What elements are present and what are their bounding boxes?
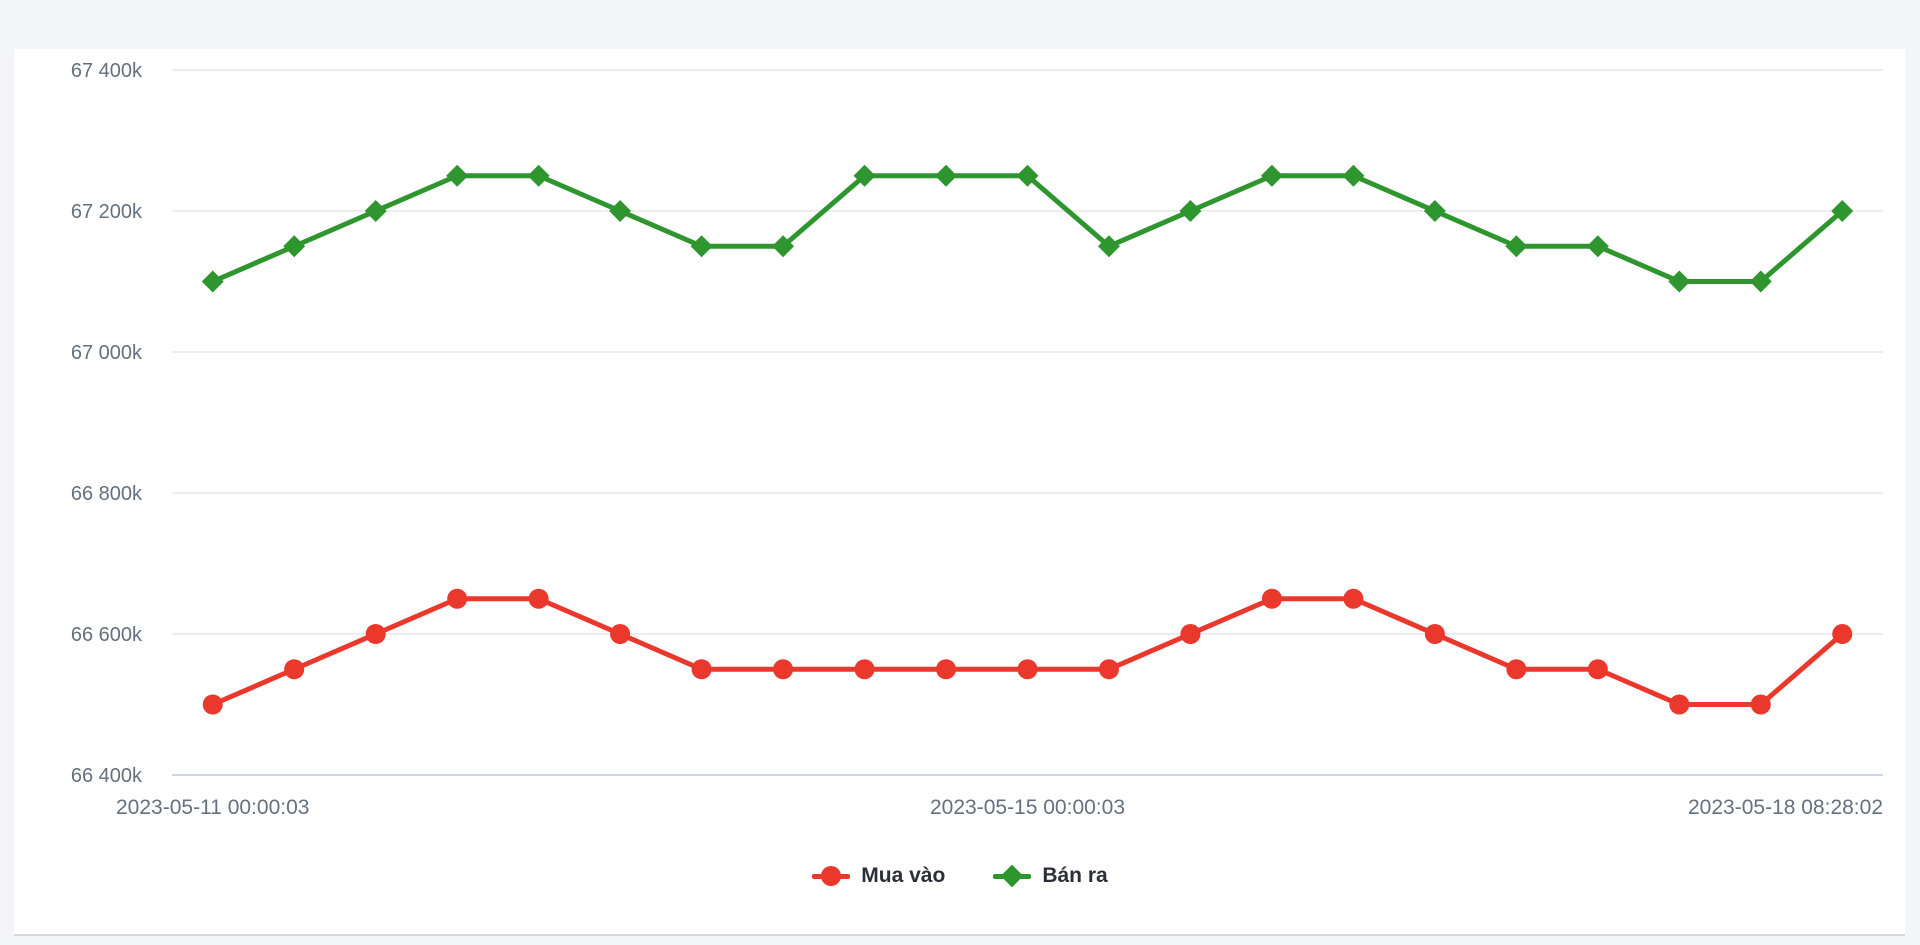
data-point-marker[interactable] (1832, 624, 1853, 644)
y-axis-tick-label: 66 800k (71, 483, 143, 505)
legend-label-ban-ra: Bán ra (1042, 864, 1108, 887)
y-axis-tick-label: 67 200k (71, 201, 143, 223)
data-point-marker[interactable] (447, 588, 468, 609)
data-point-marker[interactable] (1587, 659, 1608, 680)
data-point-marker[interactable] (854, 659, 875, 680)
data-point-marker[interactable] (1750, 694, 1771, 715)
data-point-marker[interactable] (691, 659, 712, 680)
data-point-marker[interactable] (446, 164, 469, 187)
data-point-marker[interactable] (1180, 624, 1201, 644)
data-point-marker[interactable] (365, 624, 386, 644)
data-point-marker[interactable] (1097, 235, 1120, 258)
data-point-marker[interactable] (284, 659, 305, 680)
data-point-marker[interactable] (609, 200, 632, 222)
data-point-marker[interactable] (1424, 624, 1445, 644)
data-point-marker[interactable] (201, 270, 224, 293)
legend-label-mua-vao: Mua vào (861, 864, 946, 887)
data-point-marker[interactable] (364, 200, 387, 222)
data-point-marker[interactable] (1016, 164, 1039, 187)
data-point-marker[interactable] (527, 164, 550, 187)
data-point-marker[interactable] (1261, 588, 1282, 609)
data-point-marker[interactable] (936, 659, 957, 680)
data-point-marker[interactable] (610, 624, 631, 644)
data-point-marker[interactable] (1260, 164, 1283, 187)
series-line-mua-vao (211, 596, 1844, 707)
data-point-marker[interactable] (1831, 200, 1854, 222)
legend-item-mua-vao[interactable]: Mua vào (812, 864, 945, 888)
data-point-marker[interactable] (690, 235, 713, 258)
series-line-ban-ra (211, 173, 1844, 284)
data-point-marker[interactable] (935, 164, 958, 187)
x-axis-tick-label: 2023-05-15 00:00:03 (930, 796, 1125, 819)
y-axis-tick-label: 67 000k (71, 342, 143, 364)
red-line-circle-icon (812, 865, 851, 887)
y-axis-tick-label: 66 400k (71, 765, 143, 787)
y-axis-tick-label: 67 400k (71, 60, 143, 82)
green-line-diamond-icon (993, 864, 1032, 888)
data-point-marker[interactable] (1749, 270, 1772, 293)
data-point-marker[interactable] (773, 659, 794, 680)
x-axis-tick-label: 2023-05-18 08:28:02 (1688, 796, 1883, 819)
data-point-marker[interactable] (1098, 659, 1119, 680)
data-point-marker[interactable] (1179, 200, 1202, 222)
data-point-marker[interactable] (1669, 694, 1690, 715)
data-point-marker[interactable] (1506, 659, 1527, 680)
legend-item-ban-ra[interactable]: Bán ra (993, 864, 1108, 888)
data-point-marker[interactable] (528, 588, 549, 609)
data-point-marker[interactable] (853, 164, 876, 187)
x-axis-tick-label: 2023-05-11 00:00:03 (116, 796, 309, 819)
data-point-marker[interactable] (1586, 235, 1609, 258)
data-point-marker[interactable] (283, 235, 306, 258)
data-point-marker[interactable] (772, 235, 795, 258)
chart-legend: Mua vào Bán ra (0, 864, 1920, 888)
y-axis-tick-label: 66 600k (71, 624, 143, 646)
data-point-marker[interactable] (1343, 588, 1364, 609)
data-point-marker[interactable] (1423, 200, 1446, 222)
data-point-marker[interactable] (1668, 270, 1691, 293)
data-point-marker[interactable] (1505, 235, 1528, 258)
data-point-marker[interactable] (1342, 164, 1365, 187)
data-point-marker[interactable] (202, 694, 223, 715)
data-point-marker[interactable] (1017, 659, 1038, 680)
